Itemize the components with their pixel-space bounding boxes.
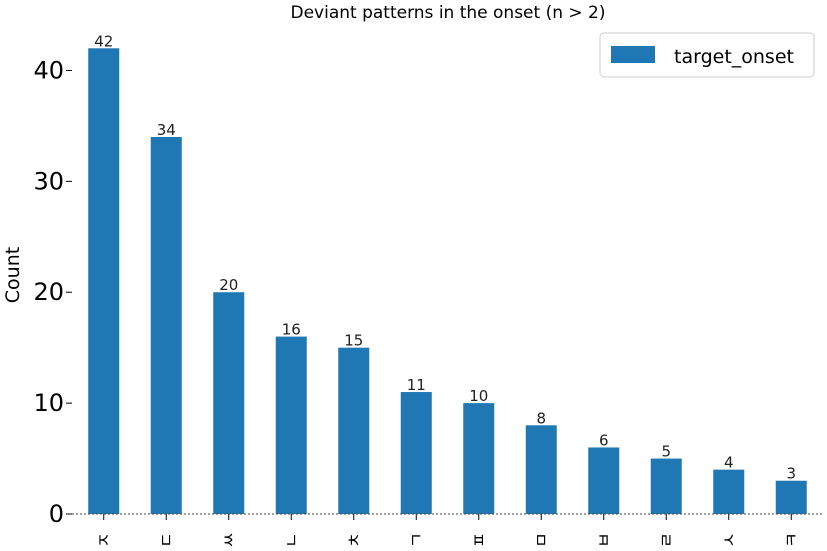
chart-title: Deviant patterns in the onset (n > 2) xyxy=(291,3,606,23)
x-tick-label: ㄴ xyxy=(282,532,302,548)
bar-2 xyxy=(213,292,245,514)
data-label: 6 xyxy=(599,431,609,449)
data-label: 3 xyxy=(786,465,796,483)
bar-11 xyxy=(775,480,807,514)
bar-5 xyxy=(400,392,432,514)
data-label: 5 xyxy=(661,443,671,461)
x-tick-label: ㄱ xyxy=(407,532,427,548)
bar-4 xyxy=(338,347,370,514)
y-tick-label: 0 xyxy=(49,500,64,528)
data-label: 16 xyxy=(282,321,301,339)
x-tick-label: ㅋ xyxy=(782,532,802,548)
data-label: 11 xyxy=(407,376,426,394)
y-tick-label: 40 xyxy=(33,56,64,84)
data-label: 10 xyxy=(469,387,488,405)
x-tick-label: ㅈ xyxy=(95,532,115,548)
legend: target_onset xyxy=(599,32,815,78)
x-tick-label: ㄹ xyxy=(657,532,677,548)
y-axis-label: Count xyxy=(2,247,24,303)
legend-box xyxy=(599,32,815,78)
x-tick-label: ㅁ xyxy=(532,532,552,548)
legend-label: target_onset xyxy=(674,46,794,68)
y-tick-label: 20 xyxy=(33,278,64,306)
bar-3 xyxy=(275,336,307,514)
bar-0 xyxy=(88,48,120,515)
data-label: 15 xyxy=(344,332,363,350)
bar-7 xyxy=(525,425,557,514)
data-label: 8 xyxy=(536,409,546,427)
x-tick-label: ㅅ xyxy=(720,532,740,548)
data-label: 4 xyxy=(724,454,734,472)
bar-6 xyxy=(463,403,495,514)
data-label: 34 xyxy=(157,121,176,139)
y-axis: 0 10 20 30 40 xyxy=(33,56,72,528)
data-label: 42 xyxy=(94,32,113,50)
x-tick-label: ㅆ xyxy=(220,532,240,548)
bar-10 xyxy=(713,469,745,514)
bar-1 xyxy=(150,136,182,514)
data-labels-group: 42 34 20 16 15 11 10 8 6 5 4 3 xyxy=(94,32,796,482)
bar-9 xyxy=(650,458,682,514)
x-tick-label: ㄷ xyxy=(157,532,177,548)
x-tick-label: ㅂ xyxy=(595,532,615,548)
x-tick-label: ㅊ xyxy=(345,532,365,548)
y-tick-label: 10 xyxy=(33,389,64,417)
data-label: 20 xyxy=(219,276,238,294)
bar-8 xyxy=(588,447,620,514)
x-tick-label: ㅍ xyxy=(470,532,490,548)
bars-group xyxy=(88,48,807,515)
legend-swatch xyxy=(611,46,655,63)
y-tick-label: 30 xyxy=(33,167,64,195)
